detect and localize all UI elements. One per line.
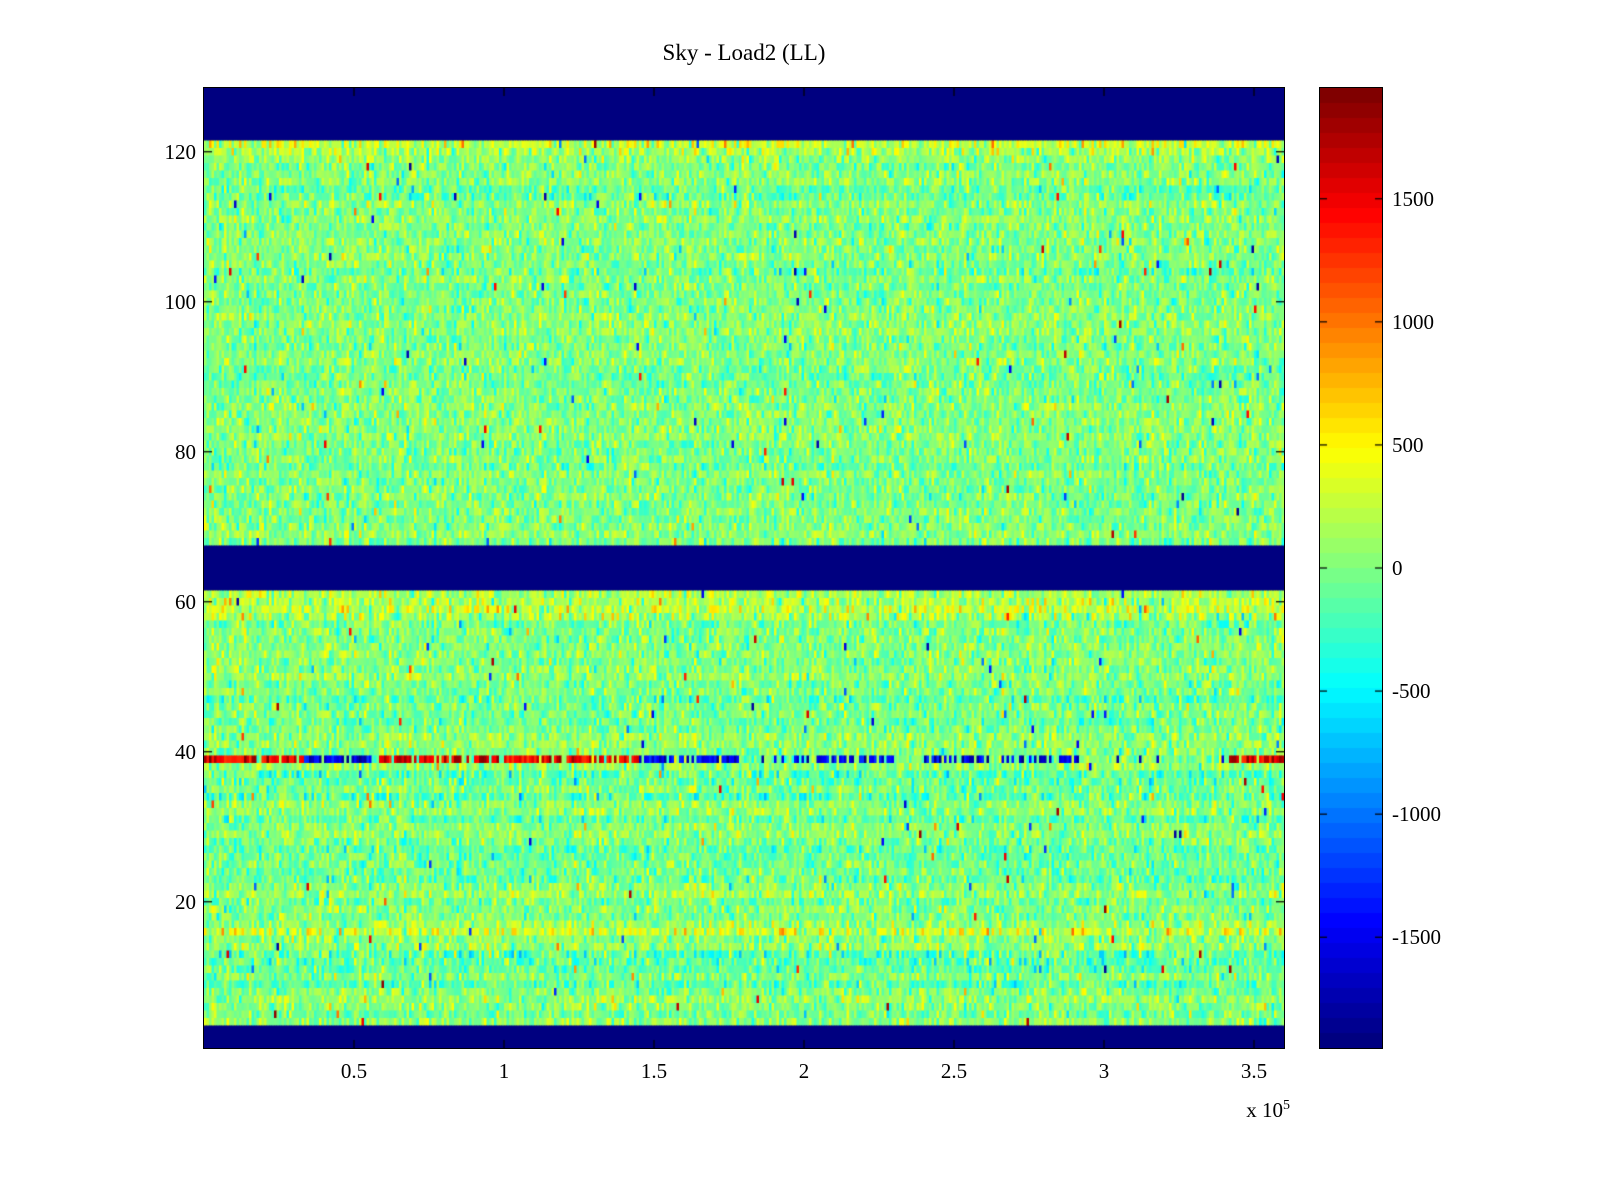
- colorbar-tick-label: 1500: [1392, 186, 1434, 211]
- x-offset-base: x 10: [1246, 1098, 1283, 1122]
- x-offset-exponent: 5: [1283, 1098, 1290, 1113]
- x-tick-label: 0.5: [340, 1059, 368, 1083]
- colorbar-tick-label: -500: [1392, 679, 1431, 704]
- y-tick-label: 60: [175, 589, 196, 614]
- x-axis-offset-label: x 105: [1150, 1098, 1290, 1123]
- y-tick-label: 80: [175, 439, 196, 464]
- heatmap-canvas: [204, 88, 1284, 1048]
- y-tick-label: 100: [164, 289, 197, 314]
- colorbar-tick-label: 0: [1392, 556, 1403, 580]
- x-tick-label: 3: [1098, 1059, 1110, 1083]
- colorbar-tick-label: 1000: [1392, 309, 1434, 334]
- x-tick-label: 3.5: [1240, 1059, 1268, 1083]
- y-tick-label: 20: [175, 889, 196, 914]
- x-tick-label: 2: [798, 1059, 810, 1083]
- plot-area: [203, 87, 1285, 1049]
- x-tick-label: 2.5: [940, 1059, 968, 1083]
- chart-title: Sky - Load2 (LL): [662, 40, 826, 65]
- y-tick-label: 40: [175, 739, 196, 764]
- colorbar-tick-label: 500: [1392, 432, 1424, 457]
- y-tick-label: 120: [164, 139, 197, 164]
- colorbar-tick-label: -1000: [1392, 802, 1441, 827]
- x-tick-label: 1: [498, 1059, 510, 1083]
- x-tick-label: 1.5: [640, 1059, 668, 1083]
- colorbar-tick-label: -1500: [1392, 925, 1441, 950]
- colorbar: [1319, 87, 1383, 1049]
- colorbar-canvas: [1320, 88, 1382, 1048]
